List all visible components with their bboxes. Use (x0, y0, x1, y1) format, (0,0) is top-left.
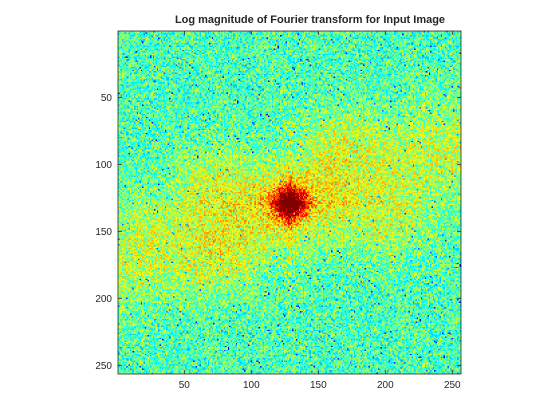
chart-title: Log magnitude of Fourier transform for I… (175, 14, 445, 26)
y-tick-label: 250 (95, 361, 112, 372)
x-tick-label: 100 (243, 380, 260, 391)
y-tick-label: 100 (95, 160, 112, 171)
axes-box (117, 30, 462, 375)
x-tick-label: 50 (179, 380, 191, 391)
heatmap-cells (118, 31, 461, 374)
x-tick-label: 150 (310, 380, 327, 391)
heatmap-image (118, 31, 461, 374)
x-tick-label: 250 (444, 380, 461, 391)
y-tick-label: 150 (95, 227, 112, 238)
x-tick-label: 200 (377, 380, 394, 391)
x-axis: 50 100 150 200 250 (179, 31, 461, 391)
y-axis: 50 100 150 200 250 (95, 93, 461, 372)
y-tick-label: 200 (95, 294, 112, 305)
y-tick-label: 50 (101, 93, 113, 104)
